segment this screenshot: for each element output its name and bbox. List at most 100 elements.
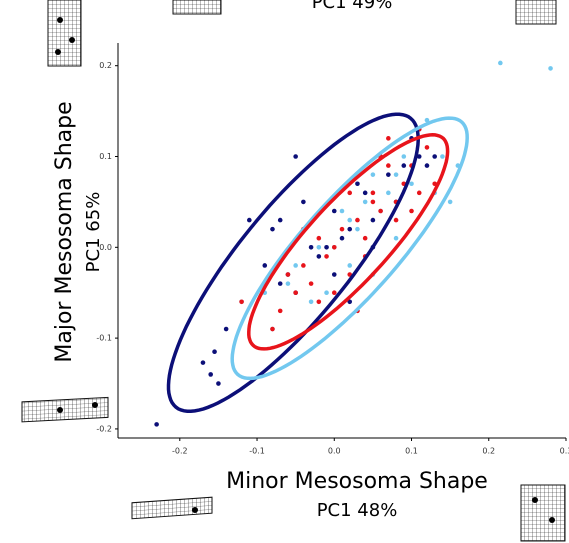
point	[316, 235, 322, 241]
point	[216, 381, 221, 386]
point	[285, 281, 291, 286]
point	[416, 190, 422, 196]
point	[293, 263, 298, 268]
y-tick-label: 0.0	[99, 243, 112, 252]
point	[347, 263, 353, 268]
x-tick-label: 0.3	[560, 447, 569, 456]
point	[355, 217, 360, 223]
point	[324, 290, 329, 296]
point	[316, 254, 322, 259]
point	[424, 163, 430, 168]
x-tick-label: 0.2	[482, 447, 495, 456]
point	[324, 254, 329, 259]
point	[393, 172, 399, 177]
y-tick-label: 0.1	[99, 152, 112, 161]
point	[347, 226, 353, 232]
top-label: PC1 49%	[312, 0, 393, 13]
x-tick-label: -0.2	[172, 447, 188, 456]
point	[355, 226, 360, 232]
y-tick-label: -0.1	[96, 334, 112, 343]
point	[331, 290, 337, 296]
point	[277, 308, 283, 314]
point	[301, 199, 306, 205]
x-axis-sublabel: PC1 48%	[317, 500, 398, 521]
morph-icons	[21, 0, 566, 542]
morph-grid	[515, 0, 557, 25]
point	[424, 117, 430, 123]
y-axis-label: Major Mesosoma Shape	[52, 101, 77, 362]
morph-grid	[131, 496, 213, 520]
point	[316, 245, 322, 250]
point	[262, 263, 268, 268]
confidence-ellipse	[230, 116, 469, 381]
point	[247, 217, 252, 223]
point	[316, 299, 322, 305]
point	[308, 299, 314, 305]
point	[386, 163, 391, 168]
point	[401, 154, 407, 159]
point	[223, 326, 229, 332]
x-axis-label: Minor Mesosoma Shape	[226, 469, 488, 494]
landmark	[549, 517, 555, 523]
morph-grid	[520, 484, 566, 542]
point	[386, 172, 391, 177]
point	[347, 217, 353, 223]
landmark	[92, 402, 98, 408]
morph-grid	[47, 0, 82, 67]
point	[362, 190, 368, 196]
point	[208, 372, 213, 377]
point	[386, 136, 391, 141]
x-tick-label: 0.0	[328, 447, 341, 456]
point	[277, 281, 283, 286]
point	[293, 290, 298, 296]
point	[285, 272, 291, 277]
morph-grid	[172, 0, 222, 15]
point	[362, 199, 368, 205]
point	[339, 235, 345, 241]
point	[393, 217, 399, 223]
landmark	[192, 507, 198, 513]
point	[301, 263, 306, 268]
confidence-ellipse	[247, 133, 450, 351]
point	[347, 299, 353, 305]
point	[331, 245, 337, 250]
y-axis-sublabel: PC1 65%	[83, 192, 104, 273]
point	[239, 299, 244, 305]
point	[270, 326, 275, 332]
point	[154, 422, 159, 427]
point	[355, 181, 360, 187]
point	[270, 226, 275, 232]
point	[200, 360, 206, 365]
x-tick-label: -0.1	[249, 447, 265, 456]
point	[424, 145, 430, 150]
point	[370, 217, 376, 223]
point	[347, 190, 353, 196]
point	[393, 235, 399, 241]
landmark	[532, 497, 538, 503]
landmark	[57, 17, 63, 23]
morph-grid	[21, 396, 109, 423]
point	[331, 272, 337, 277]
point	[409, 181, 414, 187]
landmark	[55, 49, 61, 55]
point	[339, 208, 345, 214]
point	[498, 60, 503, 66]
y-tick-label: -0.2	[96, 424, 112, 433]
point	[432, 154, 437, 159]
point	[416, 154, 422, 159]
point	[293, 154, 298, 159]
point	[548, 66, 553, 71]
point	[409, 208, 414, 214]
point	[339, 226, 345, 232]
point	[308, 281, 314, 286]
point	[370, 199, 376, 205]
point	[370, 172, 376, 177]
landmark	[57, 407, 63, 413]
y-tick-label: 0.2	[99, 61, 112, 70]
point	[324, 245, 329, 250]
point	[370, 190, 376, 196]
confidence-ellipse	[166, 112, 420, 414]
point	[386, 190, 391, 196]
landmark	[69, 37, 75, 43]
